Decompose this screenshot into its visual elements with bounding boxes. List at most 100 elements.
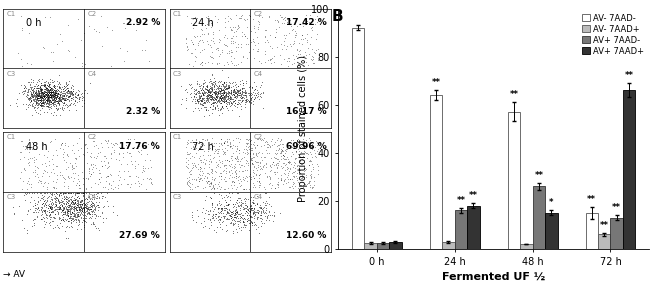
Point <box>64 79 74 83</box>
Point <box>216 101 227 106</box>
Point <box>93 214 104 219</box>
Point <box>75 208 86 213</box>
Point <box>74 205 85 210</box>
Point <box>100 138 110 142</box>
Point <box>215 96 226 101</box>
Point <box>234 203 244 208</box>
Point <box>232 209 242 213</box>
Point <box>75 212 85 216</box>
Point <box>79 206 89 210</box>
Point <box>249 171 259 176</box>
Point <box>73 17 83 21</box>
Point <box>65 196 75 201</box>
Point <box>246 142 256 147</box>
Point <box>267 213 277 218</box>
Point <box>246 138 256 142</box>
Text: **: ** <box>535 171 543 180</box>
Point <box>41 212 51 217</box>
Point <box>266 156 277 160</box>
Point <box>18 92 29 96</box>
Point <box>135 182 146 186</box>
Point <box>59 98 70 103</box>
Point <box>186 210 197 214</box>
Point <box>205 195 215 200</box>
Point <box>226 168 236 172</box>
Point <box>272 138 283 142</box>
Point <box>234 25 244 29</box>
Point <box>72 200 83 205</box>
Point <box>45 204 56 209</box>
Point <box>60 97 70 102</box>
Point <box>295 145 305 149</box>
Point <box>55 98 66 102</box>
Point <box>54 92 64 96</box>
Point <box>44 91 54 96</box>
Point <box>65 213 75 218</box>
Point <box>46 86 56 91</box>
Point <box>44 91 54 96</box>
Point <box>225 17 236 21</box>
Point <box>301 17 312 21</box>
Point <box>21 146 31 150</box>
Point <box>197 96 207 100</box>
Point <box>81 187 91 192</box>
Point <box>198 153 209 158</box>
Point <box>39 91 50 96</box>
Point <box>9 211 19 215</box>
Point <box>91 156 102 161</box>
Point <box>52 177 62 182</box>
Point <box>232 92 242 96</box>
Point <box>121 182 132 186</box>
Point <box>278 179 289 184</box>
Point <box>303 181 314 186</box>
Point <box>227 27 237 32</box>
Point <box>252 202 262 206</box>
Point <box>232 214 243 218</box>
Point <box>79 61 90 66</box>
Point <box>74 95 85 99</box>
Point <box>85 203 95 208</box>
Point <box>218 96 228 100</box>
Point <box>30 96 40 100</box>
Text: → AV: → AV <box>3 270 26 279</box>
Point <box>54 97 64 101</box>
Point <box>207 88 217 93</box>
Point <box>64 206 75 210</box>
Point <box>270 156 281 160</box>
Point <box>197 102 207 106</box>
Point <box>33 166 43 170</box>
Point <box>226 36 236 41</box>
Point <box>51 88 61 92</box>
Point <box>182 47 193 51</box>
Point <box>219 164 230 168</box>
Point <box>210 212 220 217</box>
Point <box>227 209 237 214</box>
Point <box>49 109 59 114</box>
Point <box>232 191 242 195</box>
Point <box>58 84 69 89</box>
Point <box>228 88 239 93</box>
Point <box>39 216 49 221</box>
Point <box>80 205 91 210</box>
Point <box>66 92 77 97</box>
Point <box>209 91 220 96</box>
Point <box>145 164 155 169</box>
Point <box>45 194 56 199</box>
Point <box>253 19 264 23</box>
Point <box>308 61 319 65</box>
Point <box>241 148 252 152</box>
Point <box>305 57 316 61</box>
Point <box>196 221 207 226</box>
Point <box>213 92 223 97</box>
Point <box>210 147 220 152</box>
Point <box>56 98 67 103</box>
Point <box>268 210 279 215</box>
Point <box>73 186 84 190</box>
Point <box>230 211 240 215</box>
Point <box>277 147 287 152</box>
Point <box>86 207 96 211</box>
Point <box>220 94 231 98</box>
Point <box>60 87 71 92</box>
Point <box>195 102 206 106</box>
Point <box>42 86 52 90</box>
